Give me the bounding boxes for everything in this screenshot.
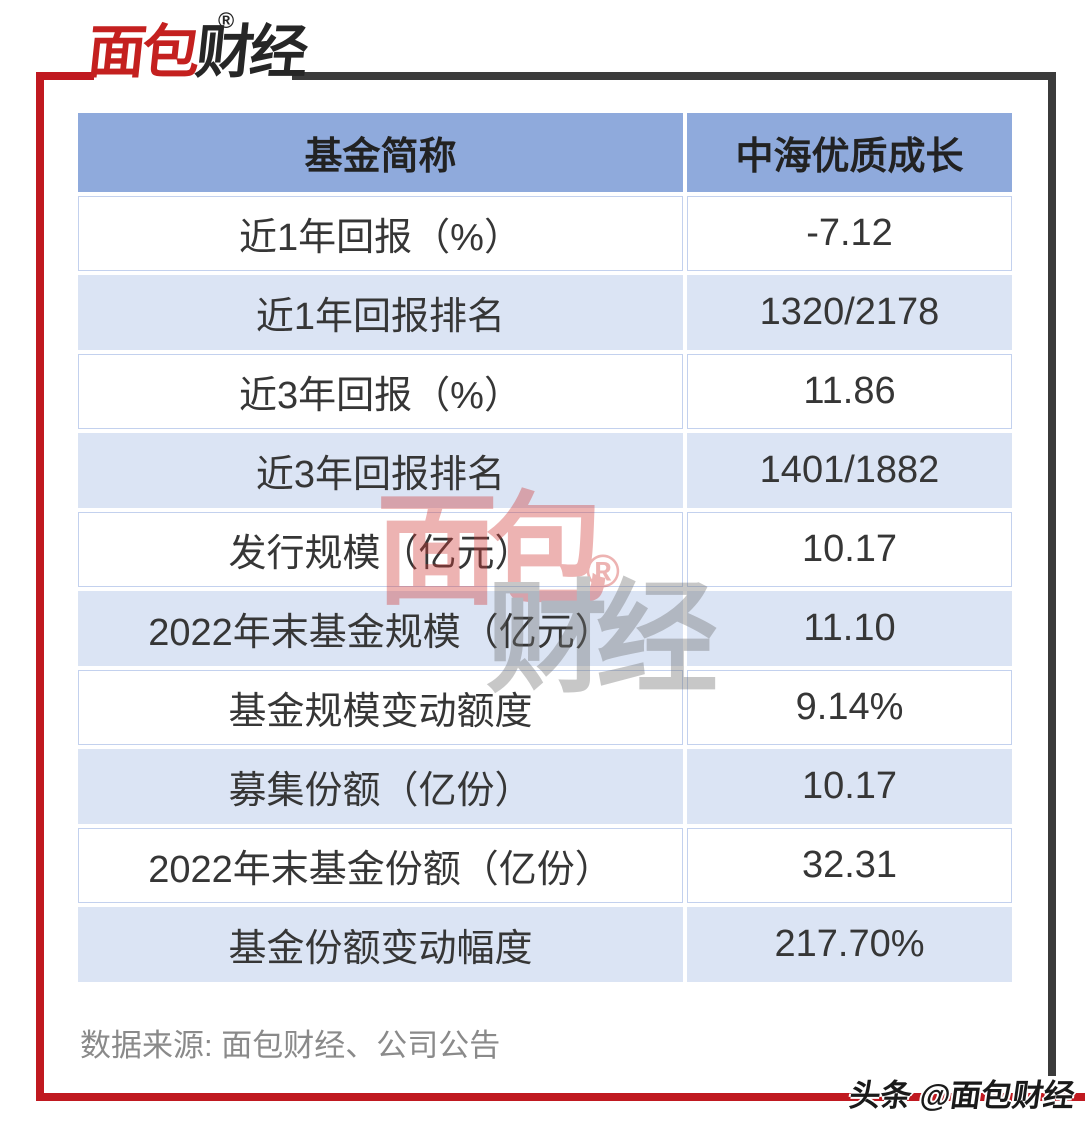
brand-logo: 面包财经 <box>85 20 308 85</box>
row-label: 近1年回报排名 <box>78 275 683 350</box>
row-label: 近1年回报（%） <box>78 196 683 271</box>
row-label: 2022年末基金份额（亿份） <box>78 828 683 903</box>
row-label: 近3年回报（%） <box>78 354 683 429</box>
data-source-note: 数据来源: 面包财经、公司公告 <box>80 1028 501 1063</box>
table-row: 2022年末基金规模（亿元） 11.10 <box>78 591 1012 666</box>
header-cell-fund-name: 中海优质成长 <box>687 113 1012 192</box>
row-label: 基金份额变动幅度 <box>78 907 683 982</box>
row-label: 发行规模（亿元） <box>78 512 683 587</box>
table-row: 近1年回报排名 1320/2178 <box>78 275 1012 350</box>
table-row: 2022年末基金份额（亿份） 32.31 <box>78 828 1012 903</box>
frame-left-line <box>36 72 44 1101</box>
frame-top-left-segment <box>36 72 94 80</box>
fund-table: 基金简称 中海优质成长 近1年回报（%） -7.12 近1年回报排名 1320/217… <box>78 113 1012 986</box>
table-header-row: 基金简称 中海优质成长 <box>78 113 1012 192</box>
row-label: 募集份额（亿份） <box>78 749 683 824</box>
row-value: 11.10 <box>687 591 1012 666</box>
table-row: 基金份额变动幅度 217.70% <box>78 907 1012 982</box>
row-value: 10.17 <box>687 512 1012 587</box>
row-value: 32.31 <box>687 828 1012 903</box>
fund-table-rows: 近1年回报（%） -7.12 近1年回报排名 1320/2178 近3年回报（%） 11.… <box>78 196 1012 982</box>
frame-top-right-segment <box>292 72 1056 80</box>
table-row: 基金规模变动额度 9.14% <box>78 670 1012 745</box>
header-cell-fund-label: 基金简称 <box>78 113 683 192</box>
row-value: 1401/1882 <box>687 433 1012 508</box>
row-value: -7.12 <box>687 196 1012 271</box>
registered-trademark-icon: ® <box>218 8 235 33</box>
row-value: 10.17 <box>687 749 1012 824</box>
platform-credit: 头条 @面包财经 <box>847 1078 1078 1113</box>
row-value: 1320/2178 <box>687 275 1012 350</box>
frame-bottom-line <box>36 1093 1085 1101</box>
row-label: 近3年回报排名 <box>78 433 683 508</box>
row-label: 基金规模变动额度 <box>78 670 683 745</box>
row-value: 217.70% <box>687 907 1012 982</box>
row-value: 11.86 <box>687 354 1012 429</box>
brand-logo-red-part: 面包 <box>84 20 200 85</box>
table-row: 近3年回报（%） 11.86 <box>78 354 1012 429</box>
brand-logo-dark-part: 财经 <box>192 20 308 85</box>
table-row: 募集份额（亿份） 10.17 <box>78 749 1012 824</box>
table-row: 近1年回报（%） -7.12 <box>78 196 1012 271</box>
row-label: 2022年末基金规模（亿元） <box>78 591 683 666</box>
row-value: 9.14% <box>687 670 1012 745</box>
table-row: 发行规模（亿元） 10.17 <box>78 512 1012 587</box>
table-row: 近3年回报排名 1401/1882 <box>78 433 1012 508</box>
frame-right-line <box>1048 72 1056 1076</box>
